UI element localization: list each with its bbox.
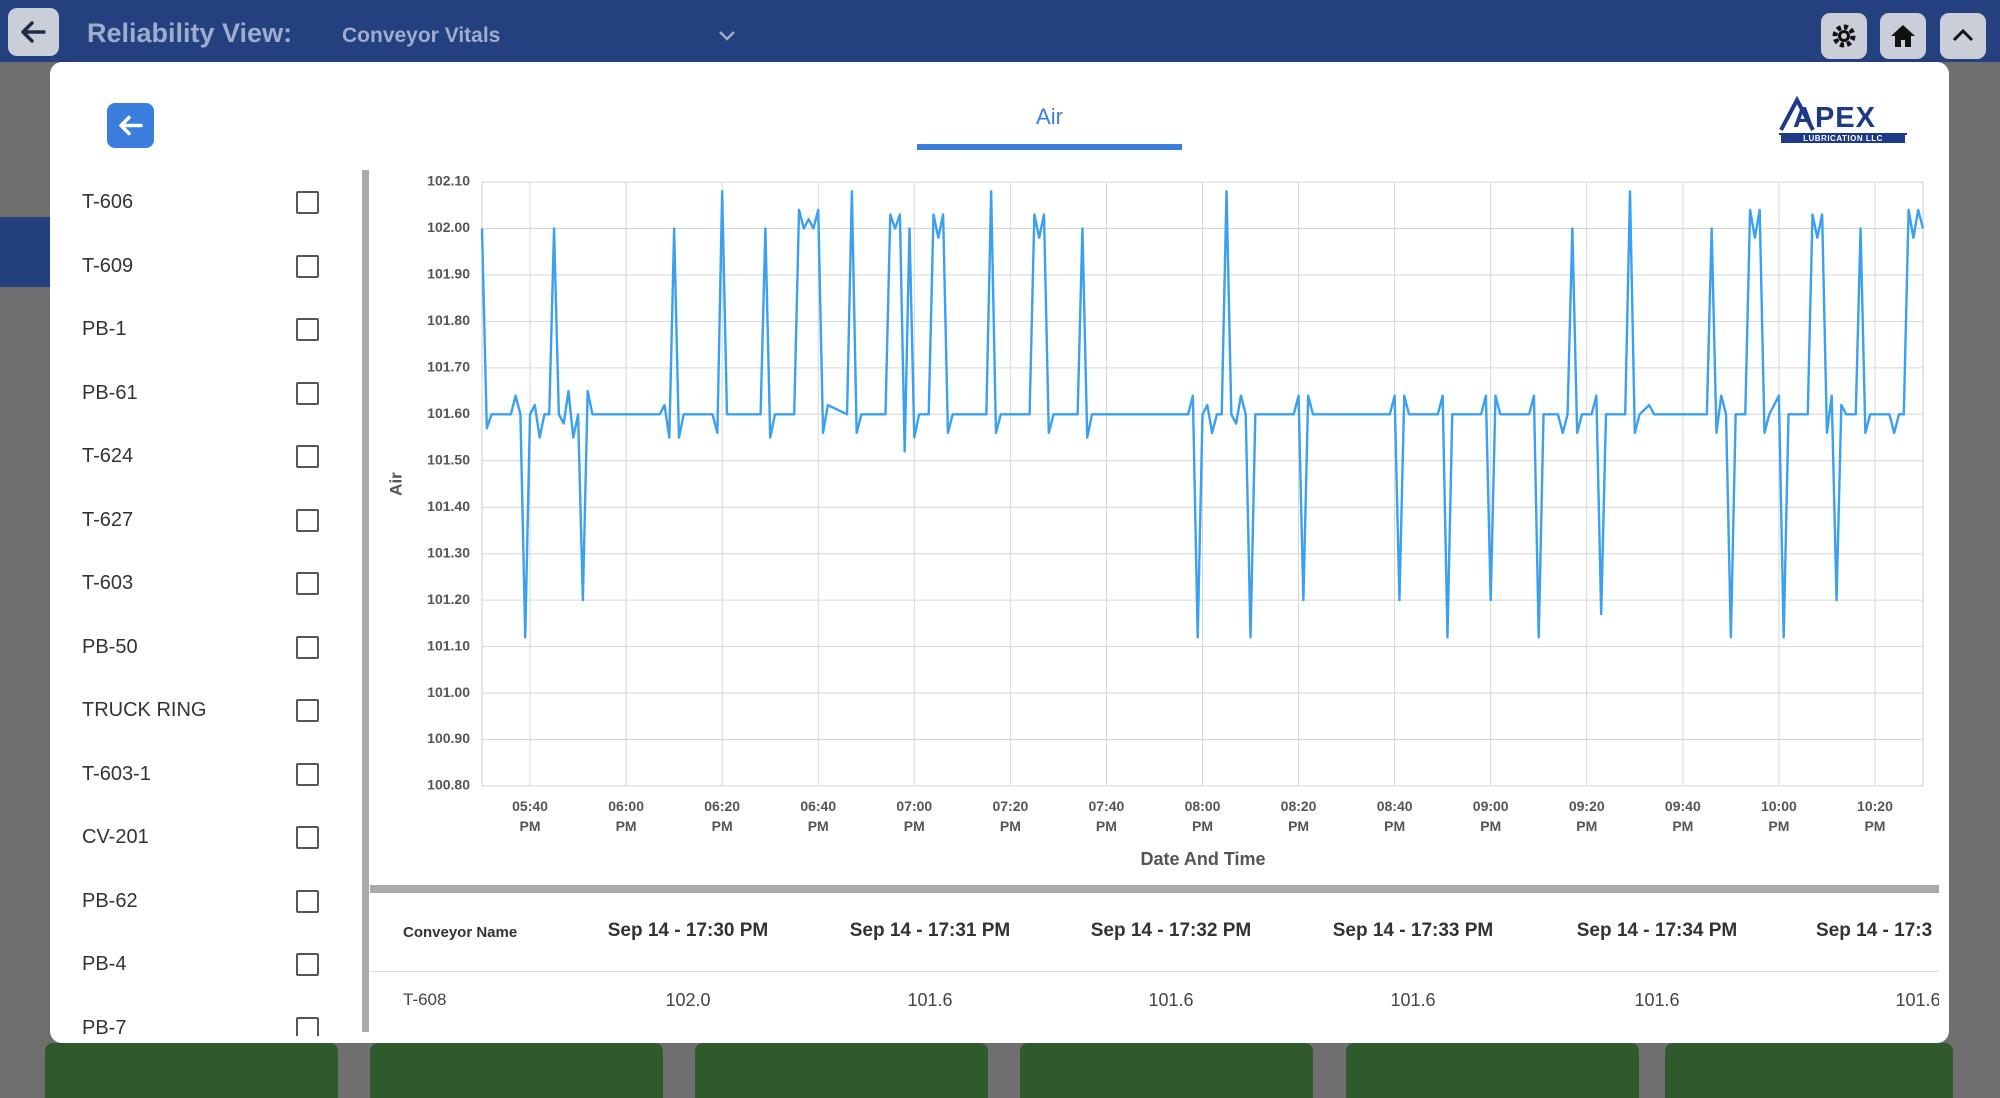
x-tick-label: 09:00 PM [1472,798,1509,834]
checkbox[interactable] [296,318,319,341]
tab-label[interactable]: Air [1036,104,1063,129]
settings-button[interactable] [1821,13,1867,59]
card [1346,1043,1639,1098]
y-tick-label: 102.10 [427,173,470,189]
logo-tagline: LUBRICATION LLC [1781,134,1905,143]
checkbox[interactable] [296,254,319,278]
sidebar-item-label: T-624 [82,445,134,467]
y-tick-label: 101.10 [427,637,470,653]
x-tick-label: 10:20 PM [1857,798,1893,834]
x-tick-label: 06:20 PM [704,798,741,834]
collapse-icon [1952,28,1974,42]
x-axis-label: Date And Time [1140,849,1265,869]
sidebar-item-label: PB-7 [82,1016,127,1037]
settings-icon [1832,24,1856,48]
x-tick-label: 08:40 PM [1376,798,1413,834]
sidebar-item-label: PB-1 [82,318,127,340]
divider [362,170,369,1032]
table-separator [370,971,1939,972]
y-tick-label: 101.30 [427,544,470,560]
data-line [480,190,1925,639]
divider [370,885,1939,893]
page-title: Reliability View: [87,18,293,48]
checkbox[interactable] [296,762,319,786]
x-tick-label: 06:40 PM [800,798,837,834]
card [695,1043,988,1098]
y-tick-label: 100.80 [427,777,470,793]
x-tick-label: 07:40 PM [1088,798,1125,834]
checkbox[interactable] [296,445,319,468]
collapse-button[interactable] [1940,13,1986,59]
sidebar-item-label: PB-4 [82,953,127,975]
y-tick-label: 101.50 [427,451,470,467]
sidebar-item-label: T-603-1 [82,762,151,785]
home-icon [1891,25,1915,47]
sidebar-item-label: T-603 [82,572,134,594]
top-bar: Reliability View: Conveyor Vitals [0,0,2000,62]
sidebar-item-label: T-606 [82,191,134,213]
checkbox[interactable] [296,508,319,532]
checkbox[interactable] [296,191,319,214]
x-tick-label: 09:20 PM [1568,798,1605,834]
logo-name: APEX [1793,102,1876,134]
card [1665,1043,1953,1098]
y-tick-label: 101.00 [427,684,470,700]
card [45,1043,338,1098]
checkbox[interactable] [296,953,319,976]
x-tick-label: 06:00 PM [608,798,644,834]
x-tick-label: 10:00 PM [1760,798,1797,834]
sidebar-item-label: PB-62 [82,889,138,912]
y-tick-label: 101.70 [427,359,470,375]
checkbox[interactable] [296,1016,319,1036]
card [370,1043,663,1098]
home-button[interactable] [1880,13,1926,59]
modal-back-button[interactable] [107,103,154,148]
dropdown-chevron[interactable] [716,28,738,44]
y-tick-label: 100.90 [427,730,470,746]
x-tick-label: 07:00 PM [896,798,933,834]
sidebar-item-label: T-609 [82,254,134,277]
checkbox[interactable] [296,381,319,405]
checkbox[interactable] [296,699,319,722]
card [1020,1043,1313,1098]
checkbox[interactable] [296,826,319,849]
back-icon [119,115,143,136]
sidebar-item-label: PB-50 [82,635,138,658]
x-tick-label: 08:20 PM [1280,798,1317,834]
sidebar-list: T-606 T-609 PB-1 PB-61 T-624 T-627 T-603 PB-50 T… [60,170,360,1036]
y-tick-label: 101.60 [427,405,470,421]
sidebar-item-label: TRUCK RING [82,699,207,721]
back-button[interactable] [8,8,59,56]
x-tick-label: 05:40 PM [512,798,548,834]
y-axis-label: Air [386,472,405,496]
y-tick-label: 101.20 [427,591,470,607]
page-subtitle[interactable]: Conveyor Vitals [342,24,501,47]
y-tick-label: 102.00 [427,219,470,235]
y-tick-label: 101.90 [427,266,470,282]
sidebar-item-label: PB-61 [82,381,138,404]
x-tick-label: 08:00 PM [1184,798,1221,834]
logo: APEX LUBRICATION LLC [1779,96,1907,146]
back-icon [21,21,46,43]
sidebar-item-label: CV-201 [82,826,149,848]
x-tick-label: 09:40 PM [1664,798,1701,834]
x-tick-label: 07:20 PM [992,798,1029,834]
checkbox[interactable] [296,572,319,595]
sidebar-item-label: T-627 [82,508,134,531]
checkbox[interactable] [296,889,319,913]
y-tick-label: 101.40 [427,498,470,514]
tab-underline [917,144,1182,150]
checkbox[interactable] [296,635,319,659]
y-tick-label: 101.80 [427,312,470,328]
backdrop-band [0,217,50,287]
